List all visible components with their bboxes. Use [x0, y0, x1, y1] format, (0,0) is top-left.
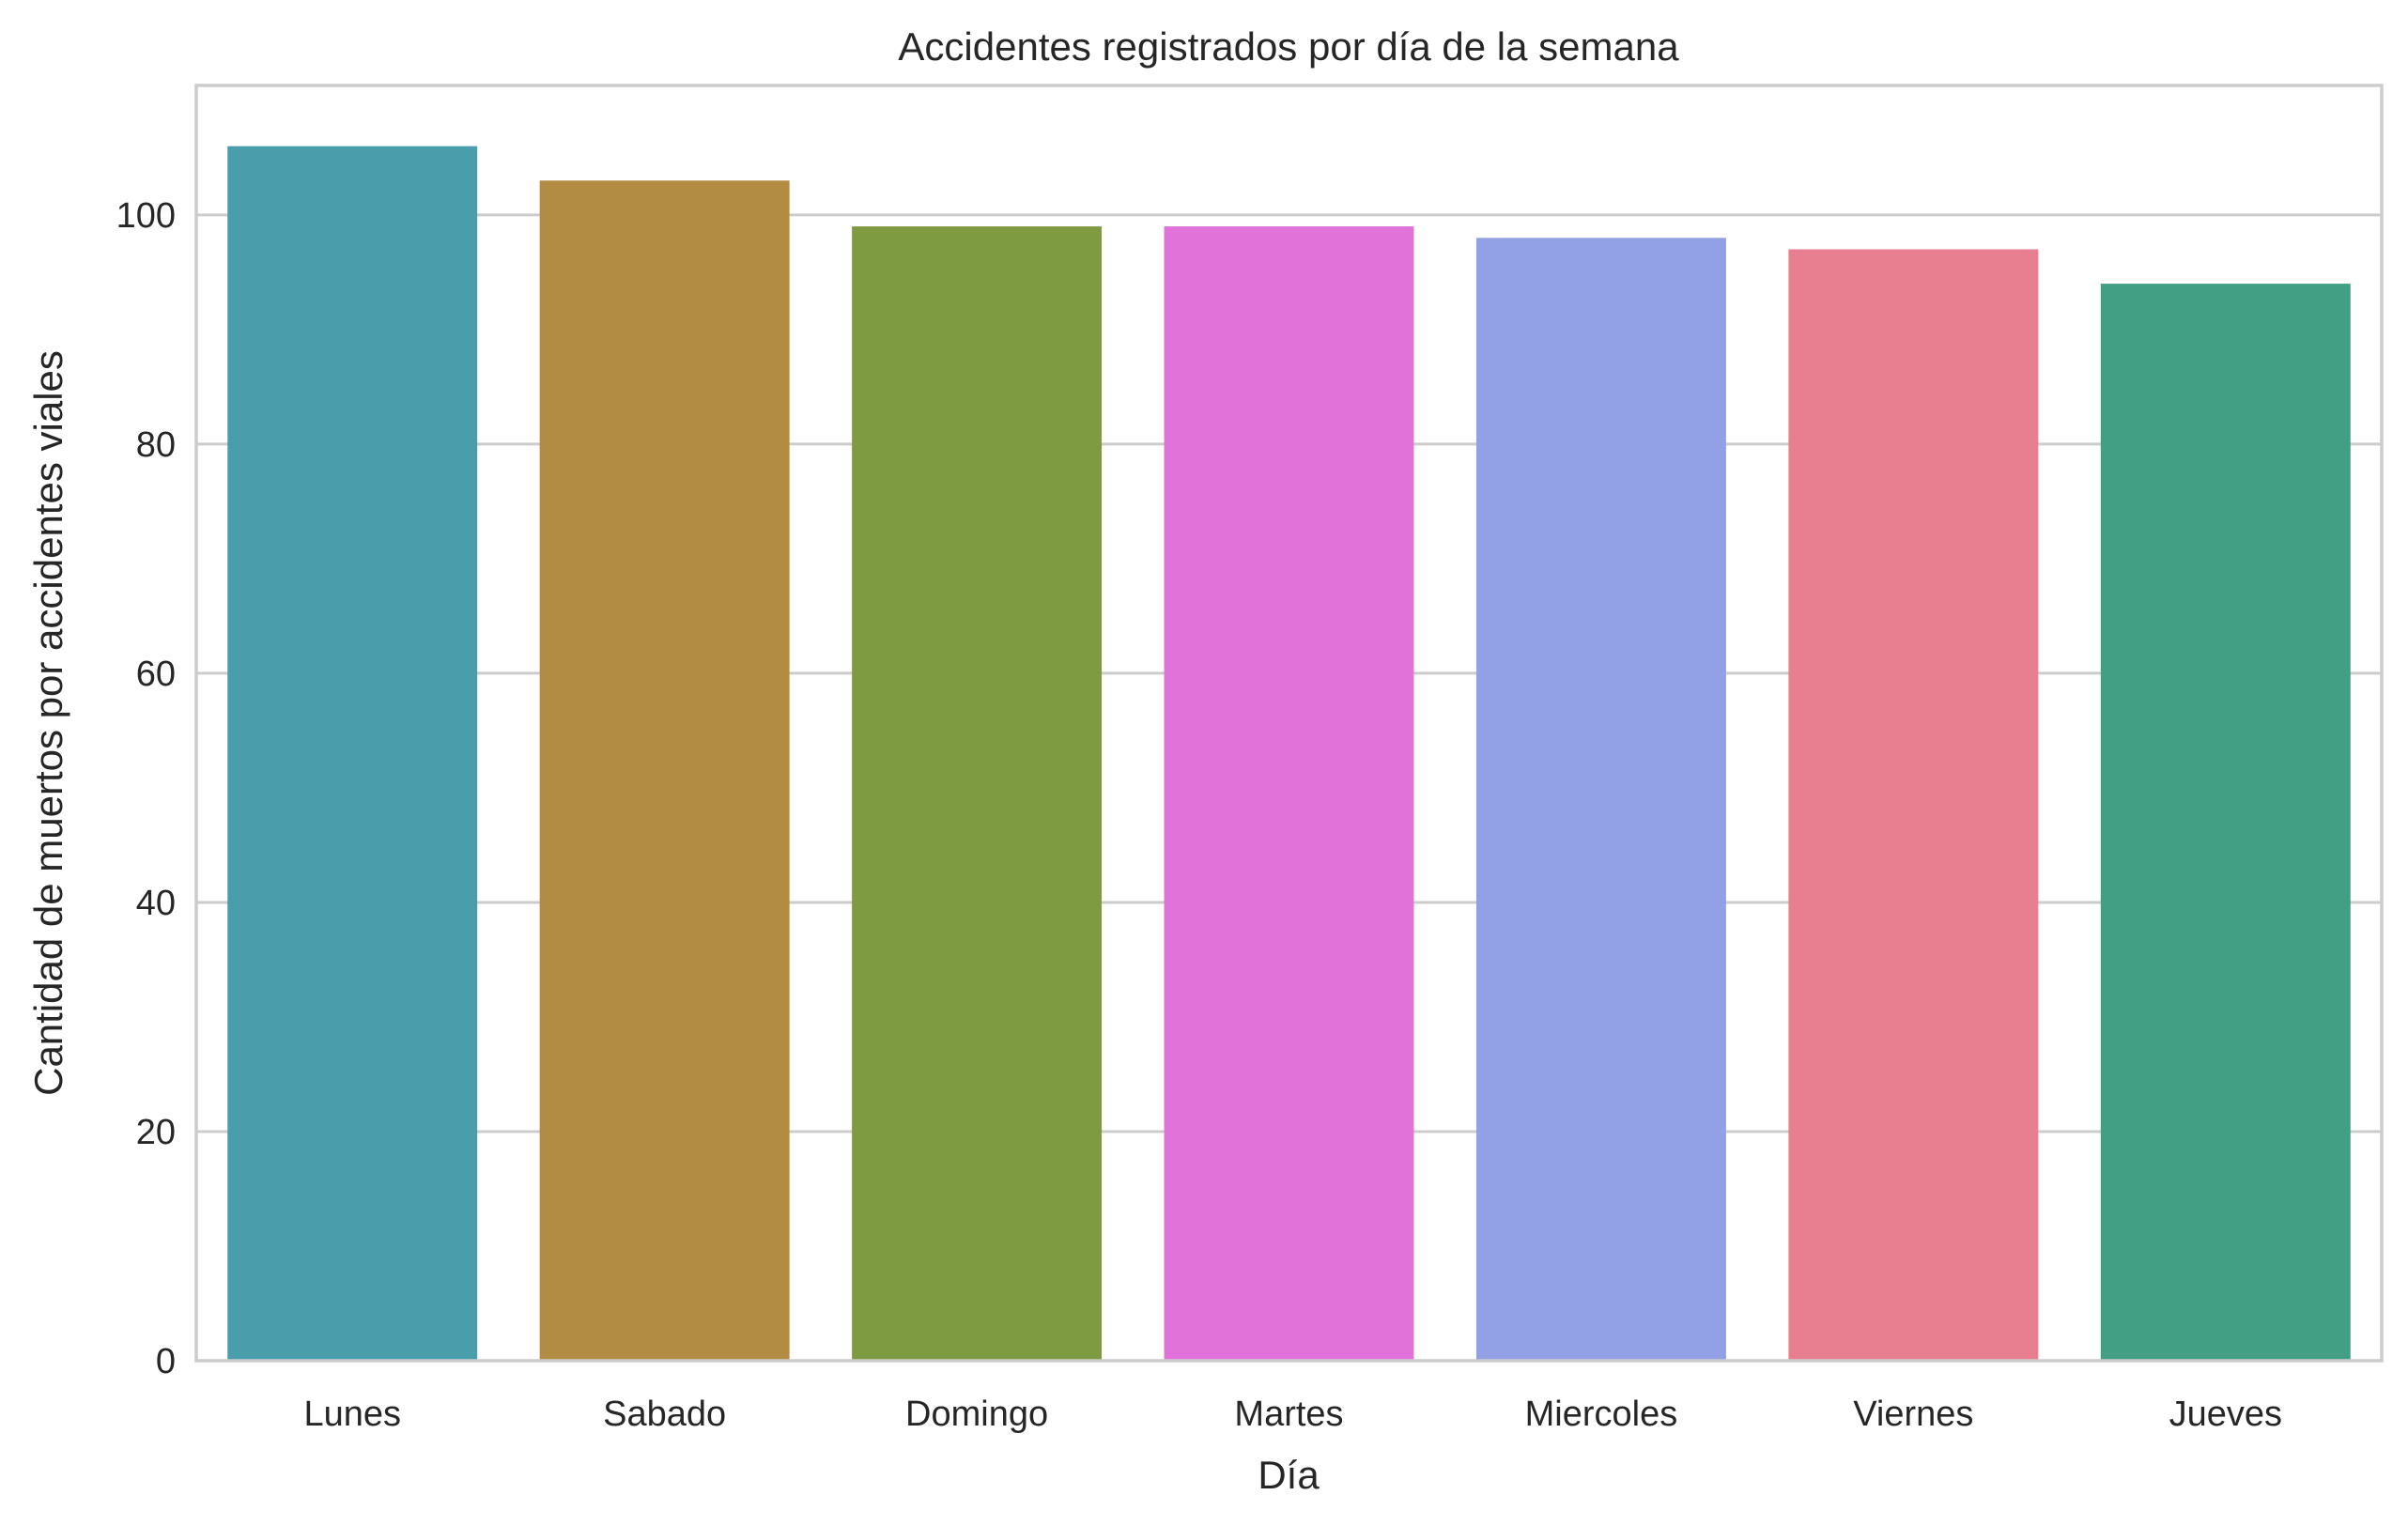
y-tick-label: 0: [156, 1342, 176, 1381]
x-tick-label: Jueves: [2169, 1395, 2282, 1434]
y-tick-label: 20: [136, 1113, 176, 1152]
y-tick-label: 40: [136, 884, 176, 923]
x-tick-label: Viernes: [1853, 1395, 1973, 1434]
chart-title: Accidentes registrados por día de la sem…: [898, 24, 1679, 69]
y-axis-label: Cantidad de muertos por accidentes viale…: [26, 350, 70, 1096]
y-tick-label: 80: [136, 425, 176, 465]
x-tick-label: Lunes: [303, 1395, 401, 1434]
bar-miercoles: [1475, 238, 1726, 1361]
x-tick-label: Martes: [1234, 1395, 1343, 1434]
x-tick-label: Miercoles: [1525, 1395, 1678, 1434]
x-axis-label: Día: [1258, 1453, 1320, 1497]
y-tick-label: 60: [136, 655, 176, 694]
bar-domingo: [852, 226, 1103, 1362]
bar-martes: [1164, 226, 1414, 1362]
x-tick-label: Sabado: [603, 1395, 726, 1434]
bars: [227, 146, 2351, 1362]
y-tick-labels: 0 20 40 60 80 100: [116, 196, 176, 1381]
bar-jueves: [2100, 284, 2351, 1361]
x-tick-label: Domingo: [905, 1395, 1048, 1434]
bar-viernes: [1788, 249, 2039, 1361]
bar-lunes: [227, 146, 478, 1362]
y-tick-label: 100: [116, 196, 176, 236]
plot-frame: [194, 84, 2384, 1363]
x-tick-labels: Lunes Sabado Domingo Martes Miercoles Viernes…: [303, 1395, 2282, 1434]
bar-sabado: [539, 180, 790, 1361]
